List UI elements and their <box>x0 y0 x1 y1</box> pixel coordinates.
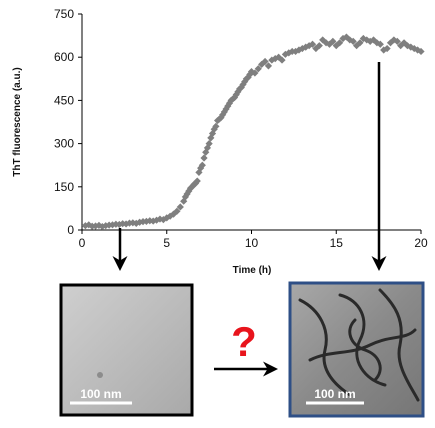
data-point <box>308 40 317 48</box>
x-tick-label: 10 <box>245 236 259 250</box>
y-tick-label: 600 <box>54 50 74 64</box>
data-point <box>417 47 425 56</box>
arrows <box>112 62 387 377</box>
data-point <box>322 39 330 47</box>
x-ticks: 0 5 10 15 20 <box>79 230 428 250</box>
data-point <box>407 43 415 51</box>
data-point <box>261 57 269 66</box>
data-point <box>352 42 361 50</box>
y-tick-label: 450 <box>54 93 74 107</box>
data-point <box>325 40 334 48</box>
data-point <box>302 43 310 51</box>
data-point <box>244 73 252 81</box>
data-point <box>366 37 374 45</box>
y-tick-label: 750 <box>54 7 74 21</box>
data-point <box>329 37 337 45</box>
data-point <box>268 56 276 64</box>
data-point <box>295 46 303 54</box>
x-tick-label: 15 <box>330 236 344 250</box>
data-point <box>298 44 306 53</box>
particle-speck <box>97 372 103 378</box>
data-point <box>278 56 286 64</box>
data-point <box>336 39 344 47</box>
data-point <box>386 39 395 47</box>
x-tick-label: 20 <box>414 236 428 250</box>
data-point <box>356 39 364 47</box>
x-tick-label: 0 <box>79 236 86 250</box>
data-point <box>264 62 273 70</box>
data-point <box>380 46 388 54</box>
x-tick-label: 5 <box>163 236 170 250</box>
y-axis-title: ThT fluorescence (a.u.) <box>12 67 23 176</box>
data-point <box>349 37 357 45</box>
axes <box>81 14 421 231</box>
data-point <box>232 91 240 99</box>
data-point <box>176 203 184 211</box>
scale-label-right: 100 nm <box>314 387 355 401</box>
data-point <box>339 34 347 43</box>
data-point <box>251 69 259 77</box>
data-point <box>200 154 208 162</box>
question-mark: ? <box>231 318 257 365</box>
data-point <box>85 221 93 229</box>
y-tick-label: 150 <box>54 180 74 194</box>
data-point <box>410 44 418 53</box>
data-point <box>363 36 371 44</box>
data-point <box>198 161 206 169</box>
micrograph-left-image <box>59 283 194 417</box>
y-ticks: 0 150 300 450 600 750 <box>54 7 82 237</box>
data-point <box>173 207 181 215</box>
micrograph-right: 100 nm <box>288 281 425 418</box>
data-point <box>369 36 378 44</box>
data-point <box>225 99 234 107</box>
data-point <box>312 44 320 53</box>
data-point <box>205 140 213 148</box>
data-point <box>281 50 289 58</box>
data-points <box>81 33 425 231</box>
data-point <box>414 46 422 54</box>
data-point <box>193 177 201 185</box>
data-point <box>393 37 401 45</box>
data-point <box>212 122 220 130</box>
data-point <box>285 49 293 57</box>
data-point <box>397 42 405 50</box>
data-point <box>258 60 266 68</box>
scale-label-left: 100 nm <box>80 387 121 401</box>
data-point <box>254 65 262 73</box>
x-axis-title: Time (h) <box>233 265 272 276</box>
micrograph-left: 100 nm <box>59 283 194 417</box>
data-point <box>376 40 384 48</box>
data-point <box>315 42 323 50</box>
y-tick-label: 0 <box>67 223 74 237</box>
data-point <box>400 39 408 47</box>
fibrils <box>298 288 420 402</box>
y-tick-label: 300 <box>54 137 74 151</box>
data-point <box>383 44 391 53</box>
